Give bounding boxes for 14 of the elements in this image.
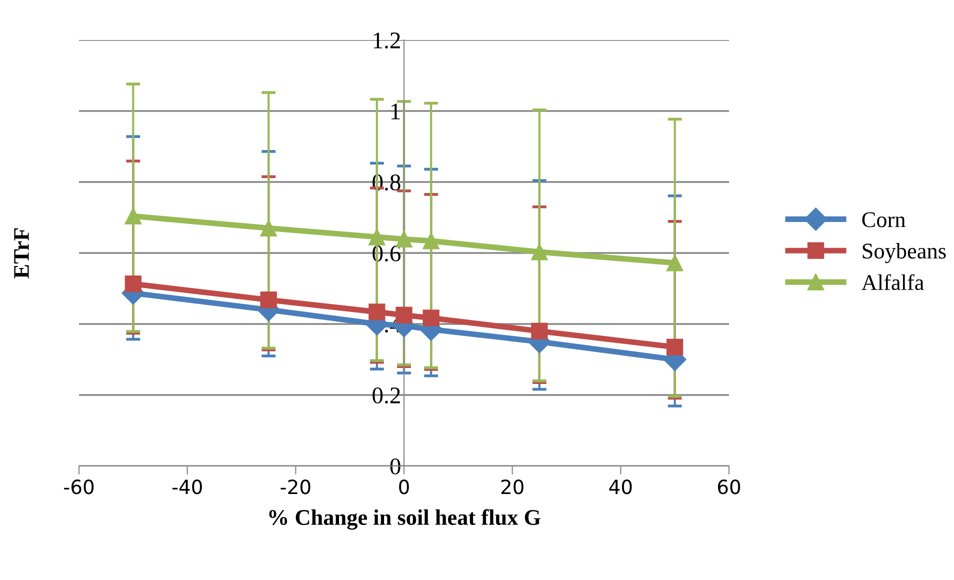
y-tick-label: 1.2 <box>374 32 400 49</box>
x-tick-label: -60 <box>64 480 94 494</box>
x-tick-label: 40 <box>609 480 632 494</box>
x-tick-label: -40 <box>172 480 202 494</box>
x-tick-label: -20 <box>280 480 310 494</box>
y-tick-label: 0.2 <box>372 387 400 404</box>
x-axis-title: % Change in soil heat flux G <box>269 509 540 530</box>
x-tick-label: 20 <box>501 480 524 494</box>
legend-label: Alfalfa <box>862 274 924 290</box>
legend-label: Soybeans <box>862 242 946 264</box>
x-tick-label: 60 <box>718 480 740 494</box>
y-tick-label: 1 <box>391 104 400 120</box>
y-axis-title: ETrF <box>14 228 29 278</box>
legend-label: Corn <box>862 212 906 228</box>
